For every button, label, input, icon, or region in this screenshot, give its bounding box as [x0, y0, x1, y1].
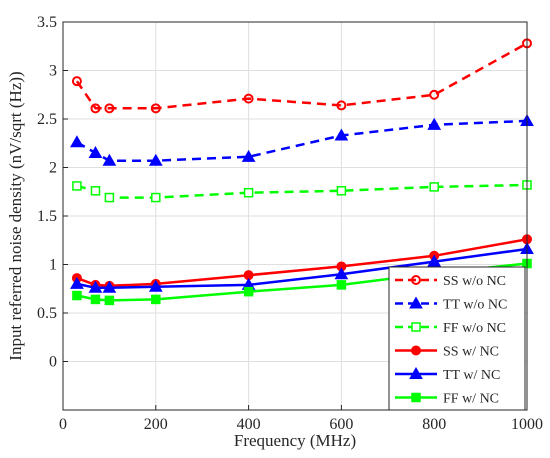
legend-marker-tt-w-nc — [409, 366, 423, 379]
data-point-tt-w-o-nc — [241, 149, 256, 162]
y-tick-label: 1 — [49, 257, 57, 274]
y-tick-label: 3 — [49, 63, 57, 80]
data-point-ss-w-o-nc — [71, 76, 82, 87]
data-point-ss-w-o-nc — [150, 103, 161, 114]
data-point-ff-w-nc — [243, 286, 254, 297]
x-tick-label: 400 — [237, 416, 261, 433]
y-tick-label: 0.5 — [37, 305, 57, 322]
data-point-tt-w-o-nc — [88, 145, 103, 158]
legend-marker-ss-w-o-nc — [411, 275, 421, 285]
legend-label-ff-w-o-nc: FF w/o NC — [443, 321, 506, 336]
legend-label-ss-w-nc: SS w/ NC — [443, 345, 499, 360]
legend-marker-ss-w-nc — [411, 345, 421, 356]
y-tick-label: 2.5 — [37, 111, 57, 128]
legend-marker-tt-w-o-nc — [409, 296, 423, 309]
data-point-ff-w-o-nc — [243, 187, 254, 198]
x-tick-label: 200 — [144, 416, 168, 433]
x-tick-label: 800 — [422, 416, 446, 433]
data-point-ss-w-o-nc — [336, 100, 347, 111]
data-point-ff-w-o-nc — [72, 181, 82, 191]
data-point-ff-w-nc — [336, 280, 347, 290]
axis-ticks: 0 200 400 600 800 1000 0 0.5 1 1.5 2 2.5 3 3.5 — [37, 14, 543, 433]
x-tick-label: 1000 — [511, 416, 543, 433]
data-point-tt-w-nc — [70, 276, 84, 289]
legend-label-tt-w-nc: TT w/ NC — [443, 368, 500, 383]
legend-marker-ff-w-nc — [411, 392, 421, 403]
data-point-ff-w-o-nc — [151, 192, 161, 203]
legend-box — [388, 266, 526, 411]
series-ss-w-o-nc — [71, 38, 532, 114]
legend: SS w/o NC TT w/o NC FF w/o NC SS w/ NC TT w/… — [388, 266, 526, 411]
legend-marker-ff-w-o-nc — [411, 322, 421, 332]
data-point-ss-w-o-nc — [429, 89, 440, 100]
legend-label-ff-w-nc: FF w/ NC — [443, 392, 499, 407]
data-point-ff-w-nc — [90, 294, 101, 305]
data-point-ff-w-nc — [151, 294, 161, 305]
y-tick-label: 0 — [49, 354, 57, 371]
data-point-tt-w-o-nc — [334, 128, 349, 141]
data-point-ss-w-o-nc — [104, 103, 115, 114]
data-point-ff-w-o-nc — [336, 186, 347, 196]
x-axis-title: Frequency (MHz) — [234, 431, 356, 450]
y-tick-label: 2 — [49, 160, 57, 177]
data-point-tt-w-o-nc — [148, 153, 163, 166]
legend-label-ss-w-o-nc: SS w/o NC — [443, 274, 506, 289]
data-point-tt-w-nc — [427, 254, 442, 267]
series-line-tt-w-o-nc — [76, 119, 528, 162]
data-point-tt-w-o-nc — [427, 117, 442, 130]
data-point-ff-w-o-nc — [90, 186, 101, 196]
data-point-tt-w-nc — [88, 280, 103, 293]
data-point-ff-w-o-nc — [429, 182, 439, 192]
data-point-ss-w-o-nc — [90, 103, 101, 114]
data-point-ff-w-nc — [72, 290, 82, 301]
x-tick-label: 0 — [59, 416, 67, 433]
legend-label-tt-w-o-nc: TT w/o NC — [443, 298, 507, 313]
data-point-ff-w-o-nc — [104, 192, 115, 203]
data-point-tt-w-nc — [334, 267, 349, 280]
data-point-ss-w-o-nc — [243, 93, 254, 104]
x-tick-label: 600 — [329, 416, 353, 433]
y-tick-label: 3.5 — [37, 14, 57, 31]
series-line-ss-w-o-nc — [75, 42, 528, 110]
data-point-tt-w-nc — [148, 279, 163, 292]
data-point-tt-w-o-nc — [102, 153, 117, 166]
y-tick-label: 1.5 — [37, 208, 57, 225]
data-point-tt-w-nc — [102, 280, 117, 293]
y-axis-title: Input referred noise density (nV/sqrt (H… — [6, 71, 25, 360]
data-point-tt-w-o-nc — [70, 135, 84, 148]
data-point-ff-w-nc — [104, 295, 115, 306]
